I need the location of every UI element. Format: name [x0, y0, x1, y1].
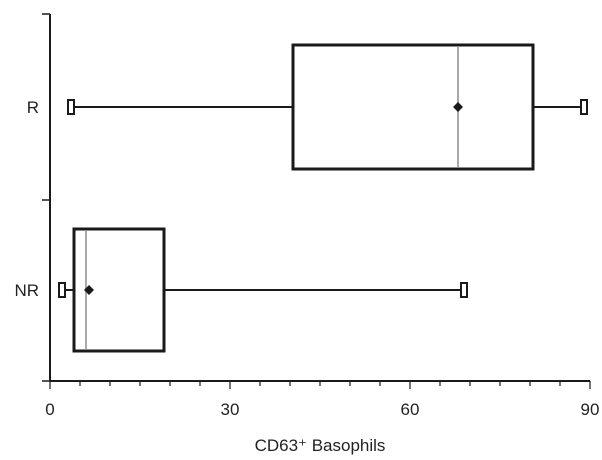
mean-marker	[84, 285, 94, 295]
whisker-cap-low	[67, 99, 75, 115]
box-iqr	[291, 43, 535, 171]
x-tick-label: 60	[401, 400, 420, 419]
category-label-nr: NR	[14, 281, 39, 300]
whisker-cap-high	[580, 99, 588, 115]
mean-marker	[453, 102, 463, 112]
x-tick-labels: 0 30 60 90	[45, 400, 599, 419]
whisker-cap-high	[460, 282, 468, 298]
category-labels: R NR	[14, 98, 39, 300]
category-label-r: R	[27, 98, 39, 117]
box-r	[67, 43, 588, 171]
x-axis-title: CD63⁺ Basophils	[255, 436, 386, 455]
box-nr	[58, 227, 468, 353]
x-tick-label: 0	[45, 400, 54, 419]
whisker-cap-low	[58, 282, 66, 298]
x-ticks	[49, 381, 591, 389]
boxes	[58, 43, 588, 353]
x-tick-label: 30	[221, 400, 240, 419]
x-tick-label: 90	[581, 400, 600, 419]
